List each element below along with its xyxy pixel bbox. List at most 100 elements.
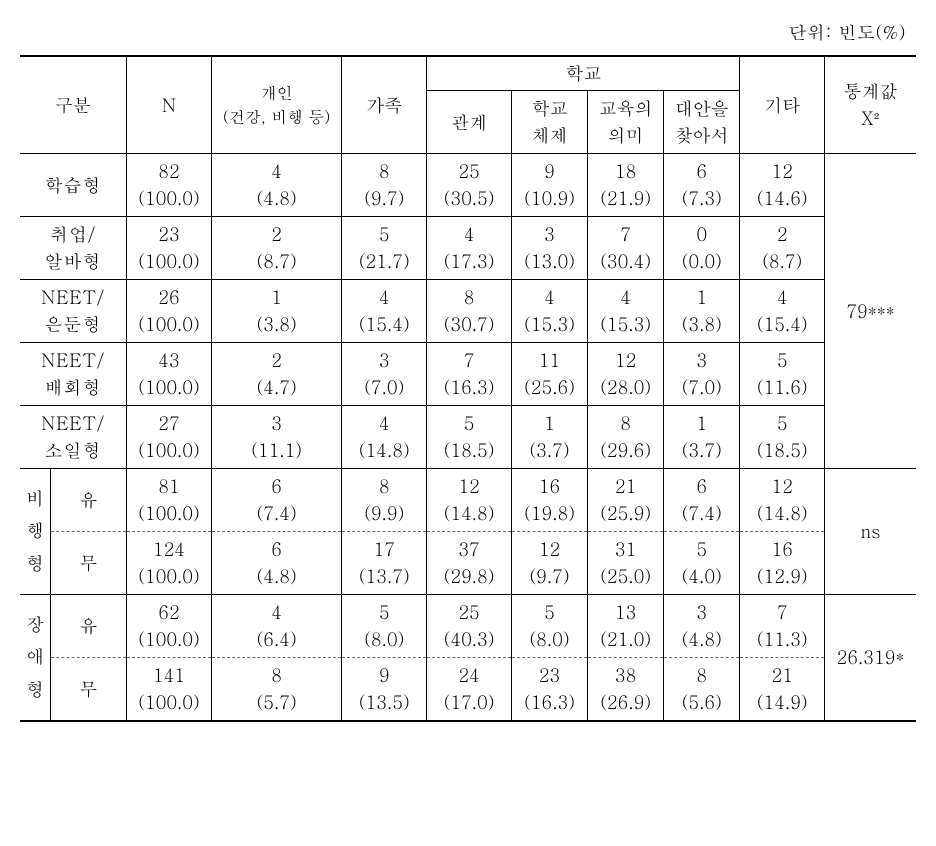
col-stat-line1: 통계값 xyxy=(844,79,898,104)
row-group-label: 장애형 xyxy=(20,595,50,722)
cell: 7(16.3) xyxy=(427,343,512,406)
cell: 4(6.4) xyxy=(211,595,341,658)
cell: 5(18.5) xyxy=(427,406,512,469)
row-sub-label: 무 xyxy=(50,532,126,595)
cell-n: 27(100.0) xyxy=(127,406,212,469)
cell: 31(25.0) xyxy=(588,532,664,595)
unit-label: 단위: 빈도(%) xyxy=(20,20,906,45)
cell: 0(0.0) xyxy=(664,217,740,280)
cell: 7(11.3) xyxy=(740,595,825,658)
col-school-relation: 관계 xyxy=(427,91,512,154)
cell: 12(14.8) xyxy=(740,469,825,532)
cell: 1(3.7) xyxy=(511,406,587,469)
cell: 16(12.9) xyxy=(740,532,825,595)
row-label: NEET/소일형 xyxy=(20,406,127,469)
cell: 4(15.3) xyxy=(588,280,664,343)
cell: 8(29.6) xyxy=(588,406,664,469)
cell: 9(10.9) xyxy=(511,154,587,217)
cell: 6(7.4) xyxy=(664,469,740,532)
cell: 3(4.8) xyxy=(664,595,740,658)
cell: 8(9.9) xyxy=(342,469,427,532)
cell-n: 43(100.0) xyxy=(127,343,212,406)
cell: 8(5.6) xyxy=(664,658,740,722)
cell: 1(3.7) xyxy=(664,406,740,469)
cell: 38(26.9) xyxy=(588,658,664,722)
cell: 3(7.0) xyxy=(664,343,740,406)
cell: 23(16.3) xyxy=(511,658,587,722)
table-row: NEET/배회형 43(100.0) 2(4.7) 3(7.0) 7(16.3)… xyxy=(20,343,916,406)
cell-n: 124(100.0) xyxy=(127,532,212,595)
cell: 2(4.7) xyxy=(211,343,341,406)
col-family: 가족 xyxy=(342,56,427,154)
cell-n: 26(100.0) xyxy=(127,280,212,343)
stat-cell: ns xyxy=(825,469,916,595)
col-school-system: 학교 체제 xyxy=(511,91,587,154)
cell: 8(9.7) xyxy=(342,154,427,217)
col-individual-line2: (건강, 비행 등) xyxy=(223,105,330,128)
cell: 4(15.3) xyxy=(511,280,587,343)
table-row: 비행형 유 81(100.0) 6(7.4) 8(9.9) 12(14.8) 1… xyxy=(20,469,916,532)
cell: 2(8.7) xyxy=(740,217,825,280)
cell: 9(13.5) xyxy=(342,658,427,722)
col-individual: 개인 (건강, 비행 등) xyxy=(211,56,341,154)
cell: 37(29.8) xyxy=(427,532,512,595)
cell: 1(3.8) xyxy=(211,280,341,343)
col-individual-line1: 개인 xyxy=(261,81,293,104)
col-stat-line2: X² xyxy=(861,106,880,131)
col-n: N xyxy=(127,56,212,154)
cell: 3(7.0) xyxy=(342,343,427,406)
cell: 3(13.0) xyxy=(511,217,587,280)
cell: 4(15.4) xyxy=(740,280,825,343)
col-stat: 통계값 X² xyxy=(825,56,916,154)
cell: 4(15.4) xyxy=(342,280,427,343)
cell: 6(4.8) xyxy=(211,532,341,595)
col-school: 학교 xyxy=(427,56,740,91)
cell: 4(14.8) xyxy=(342,406,427,469)
cell: 1(3.8) xyxy=(664,280,740,343)
cell: 8(5.7) xyxy=(211,658,341,722)
table-row: 장애형 유 62(100.0) 4(6.4) 5(8.0) 25(40.3) 5… xyxy=(20,595,916,658)
cell: 16(19.8) xyxy=(511,469,587,532)
table-row: NEET/소일형 27(100.0) 3(11.1) 4(14.8) 5(18.… xyxy=(20,406,916,469)
row-group-label: 비행형 xyxy=(20,469,50,595)
table-row: 학습형 82(100.0) 4(4.8) 8(9.7) 25(30.5) 9(1… xyxy=(20,154,916,217)
cell: 21(25.9) xyxy=(588,469,664,532)
data-table: 구분 N 개인 (건강, 비행 등) 가족 학교 기타 통계값 X² 관계 학교… xyxy=(20,55,916,722)
table-row: NEET/은둔형 26(100.0) 1(3.8) 4(15.4) 8(30.7… xyxy=(20,280,916,343)
row-label: NEET/배회형 xyxy=(20,343,127,406)
stat-cell: 26.319* xyxy=(825,595,916,722)
col-school-meaning: 교육의 의미 xyxy=(588,91,664,154)
cell: 21(14.9) xyxy=(740,658,825,722)
cell: 12(28.0) xyxy=(588,343,664,406)
cell: 5(4.0) xyxy=(664,532,740,595)
cell: 5(18.5) xyxy=(740,406,825,469)
cell: 12(14.8) xyxy=(427,469,512,532)
cell-n: 23(100.0) xyxy=(127,217,212,280)
cell: 6(7.3) xyxy=(664,154,740,217)
cell: 17(13.7) xyxy=(342,532,427,595)
cell: 11(25.6) xyxy=(511,343,587,406)
cell: 4(17.3) xyxy=(427,217,512,280)
stat-cell: 79*** xyxy=(825,154,916,469)
col-etc: 기타 xyxy=(740,56,825,154)
cell: 24(17.0) xyxy=(427,658,512,722)
table-row: 무 124(100.0) 6(4.8) 17(13.7) 37(29.8) 12… xyxy=(20,532,916,595)
row-label: NEET/은둔형 xyxy=(20,280,127,343)
cell: 6(7.4) xyxy=(211,469,341,532)
table-row: 취업/알바형 23(100.0) 2(8.7) 5(21.7) 4(17.3) … xyxy=(20,217,916,280)
row-sub-label: 유 xyxy=(50,469,126,532)
cell-n: 141(100.0) xyxy=(127,658,212,722)
cell-n: 62(100.0) xyxy=(127,595,212,658)
cell: 8(30.7) xyxy=(427,280,512,343)
cell: 7(30.4) xyxy=(588,217,664,280)
row-sub-label: 무 xyxy=(50,658,126,722)
col-school-alt: 대안을 찾아서 xyxy=(664,91,740,154)
col-category: 구분 xyxy=(20,56,127,154)
cell: 5(21.7) xyxy=(342,217,427,280)
cell: 4(4.8) xyxy=(211,154,341,217)
cell: 12(9.7) xyxy=(511,532,587,595)
cell: 13(21.0) xyxy=(588,595,664,658)
row-sub-label: 유 xyxy=(50,595,126,658)
table-row: 무 141(100.0) 8(5.7) 9(13.5) 24(17.0) 23(… xyxy=(20,658,916,722)
row-label: 취업/알바형 xyxy=(20,217,127,280)
